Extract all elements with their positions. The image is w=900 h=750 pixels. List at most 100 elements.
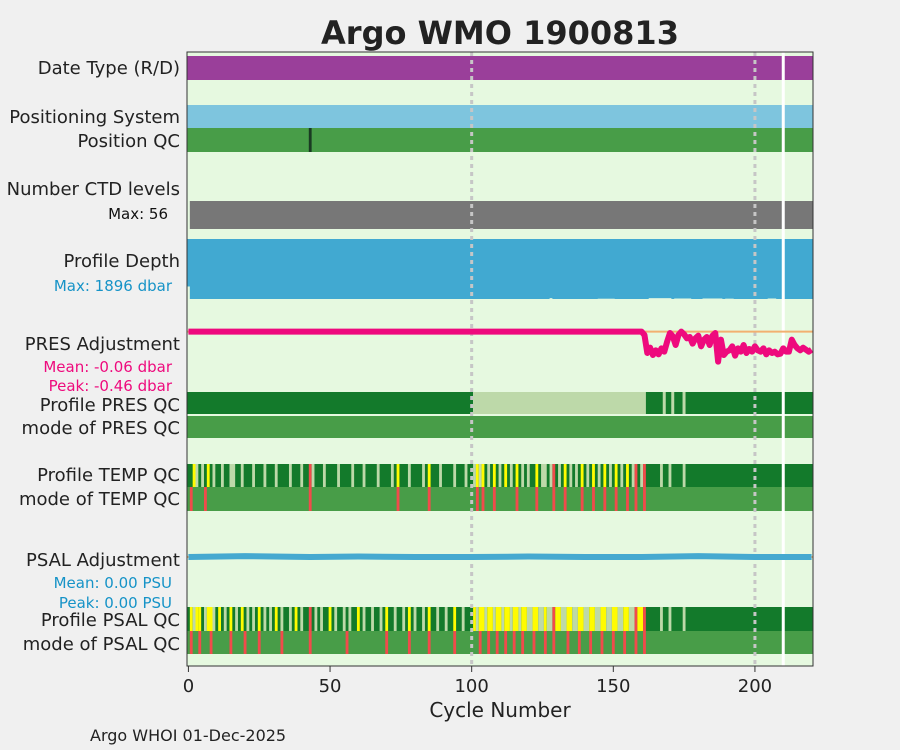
- row-9-segment-46: [563, 464, 567, 487]
- row-12-segment-51: [495, 607, 502, 631]
- row-9-segment-52: [597, 464, 601, 487]
- row-10-segment-9: [515, 487, 519, 511]
- row-8-segment-0: [187, 416, 813, 438]
- row-12-segment-21: [294, 607, 298, 631]
- row-13-segment-20: [532, 631, 536, 654]
- row-12-segment-11: [235, 607, 238, 631]
- row-13-label: mode of PSAL QC: [23, 634, 180, 655]
- row-7-segment-7: [682, 392, 686, 414]
- row-9-segment-61: [643, 464, 646, 487]
- row-12-segment-2: [192, 607, 196, 631]
- row-12-segment-47: [478, 607, 485, 631]
- row-11-annotation-1: Peak: 0.00 PSU: [59, 594, 172, 612]
- row-9-segment-6: [220, 464, 224, 487]
- row-9-segment-2: [195, 464, 199, 487]
- row-9-segment-11: [274, 464, 278, 487]
- row-10-segment-18: [634, 487, 638, 511]
- row-11-series-line: [188, 553, 812, 560]
- row-13-segment-2: [198, 631, 202, 654]
- row-10-segment-11: [552, 487, 556, 511]
- row-13-segment-23: [566, 631, 570, 654]
- row-9-segment-43: [549, 464, 553, 487]
- row-12-segment-64: [555, 607, 561, 631]
- row-12-segment-37: [407, 607, 411, 631]
- row-12-segment-14: [252, 607, 255, 631]
- row-12-segment-32: [371, 607, 374, 631]
- row-5-depth-dip-0: [187, 286, 190, 299]
- row-12-segment-12: [240, 607, 244, 631]
- row-12-segment-74: [611, 607, 618, 631]
- row-12-segment-26: [328, 607, 332, 631]
- row-12-segment-71: [594, 607, 601, 631]
- row-12-segment-44: [461, 607, 465, 631]
- row-1-segment-0: [187, 105, 813, 128]
- row-2-label: Position QC: [77, 131, 180, 152]
- row-12-segment-25: [320, 607, 323, 631]
- row-13-segment-10: [385, 631, 389, 654]
- row-13-segment-1: [189, 631, 193, 654]
- row-12-segment-6: [206, 607, 213, 631]
- row-10-segment-13: [580, 487, 584, 511]
- row-12-segment-1: [189, 607, 193, 631]
- row-12-segment-10: [229, 607, 233, 631]
- row-12-segment-81: [660, 607, 663, 631]
- row-12-segment-22: [300, 607, 304, 631]
- row-6-annotation-0: Mean: -0.06 dbar: [43, 358, 173, 376]
- row-10-segment-5: [427, 487, 431, 511]
- row-9-segment-1: [192, 464, 196, 487]
- row-12-segment-27: [334, 607, 338, 631]
- row-12-segment-8: [218, 607, 221, 631]
- x-axis: 0 50 100 150 200: [183, 666, 772, 697]
- x-axis-label: Cycle Number: [429, 698, 571, 722]
- row-9-segment-16: [322, 464, 326, 487]
- row-9-segment-37: [509, 464, 513, 487]
- row-10-segment-15: [603, 487, 607, 511]
- row-9-segment-12: [288, 464, 292, 487]
- row-12-segment-76: [623, 607, 629, 631]
- row-9-segment-57: [626, 464, 629, 487]
- row-13-segment-21: [543, 631, 547, 654]
- row-13-segment-18: [512, 631, 516, 654]
- row-5-depth-band: [187, 239, 813, 299]
- row-12-segment-65: [560, 607, 567, 631]
- row-10-segment-6: [475, 487, 479, 511]
- row-10-segment-14: [592, 487, 595, 511]
- row-7-segment-6: [674, 392, 683, 414]
- row-10-segment-8: [492, 487, 496, 511]
- row-12-segment-68: [577, 607, 584, 631]
- row-12-segment-58: [526, 607, 533, 631]
- row-13-segment-12: [427, 631, 431, 654]
- row-12-segment-24: [314, 607, 318, 631]
- row-12-segment-69: [583, 607, 590, 631]
- row-9-label: Profile TEMP QC: [37, 465, 180, 486]
- labels-layer: Date Type (R/D) Positioning System Positio…: [7, 58, 180, 655]
- footer-credit: Argo WHOI 01-Dec-2025: [90, 726, 286, 745]
- row-12-segment-5: [204, 607, 207, 631]
- row-12-segment-42: [444, 607, 448, 631]
- row-9-segment-30: [475, 464, 479, 487]
- row-12-segment-59: [532, 607, 539, 631]
- row-12-segment-61: [543, 607, 547, 631]
- row-12-segment-41: [436, 607, 440, 631]
- row-12-segment-60: [538, 607, 544, 631]
- row-9-segment-20: [376, 464, 380, 487]
- row-12-segment-4: [198, 607, 202, 631]
- row-9-segment-32: [481, 464, 485, 487]
- row-10-segment-10: [535, 487, 539, 511]
- row-12-segment-46: [475, 607, 479, 631]
- row-13-segment-5: [243, 631, 247, 654]
- row-4-segment-0: [189, 201, 813, 229]
- row-12-segment-77: [628, 607, 635, 631]
- row-9-segment-27: [453, 464, 457, 487]
- row-13-segment-11: [407, 631, 411, 654]
- row-9-segment-40: [526, 464, 530, 487]
- row-9-segment-51: [592, 464, 595, 487]
- row-9-segment-63: [668, 464, 672, 487]
- row-9-segment-47: [569, 464, 573, 487]
- row-10-segment-12: [563, 487, 567, 511]
- row-11-label: PSAL Adjustment: [26, 550, 180, 571]
- row-13-segment-17: [504, 631, 508, 654]
- row-12-segment-55: [512, 607, 519, 631]
- row-12-segment-79: [637, 607, 644, 631]
- row-9-segment-15: [311, 464, 315, 487]
